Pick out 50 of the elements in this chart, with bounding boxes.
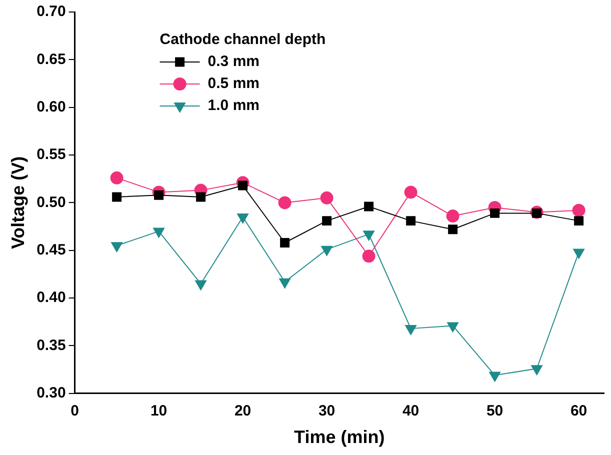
point	[280, 238, 290, 248]
legend-label: 1.0 mm	[208, 97, 260, 114]
x-tick-label: 60	[570, 402, 588, 420]
x-axis-title: Time (min)	[294, 427, 385, 448]
x-tick-label: 50	[486, 402, 504, 420]
point	[110, 171, 124, 184]
point	[406, 216, 416, 226]
x-tick-label: 30	[318, 402, 336, 420]
y-tick-label: 0.55	[36, 146, 66, 164]
point	[405, 325, 416, 336]
x-tick-label: 20	[234, 402, 252, 420]
y-tick-label: 0.65	[36, 50, 66, 68]
legend-label: 0.5 mm	[208, 75, 260, 92]
y-tick-label: 0.60	[36, 98, 66, 116]
y-tick-label: 0.35	[36, 336, 66, 354]
point	[364, 202, 374, 212]
point	[363, 230, 374, 241]
point	[112, 192, 122, 202]
point	[362, 250, 376, 263]
point	[448, 224, 458, 234]
point	[404, 186, 418, 199]
y-tick-label: 0.30	[36, 384, 66, 402]
legend-label: 0.3 mm	[208, 53, 260, 70]
x-tick-label: 40	[402, 402, 420, 420]
y-tick-label: 0.40	[36, 289, 66, 306]
point	[322, 216, 332, 226]
legend-title: Cathode channel depth	[160, 31, 326, 48]
point	[195, 280, 206, 290]
y-axis-title: Voltage (V)	[8, 156, 28, 250]
point	[446, 210, 460, 223]
point	[573, 248, 584, 259]
y-tick-label: 0.45	[36, 242, 66, 259]
point	[279, 278, 290, 288]
y-tick-label: 0.50	[36, 194, 66, 211]
point	[278, 196, 292, 210]
y-tick-label: 0.70	[36, 3, 66, 20]
point	[572, 204, 586, 217]
point	[489, 372, 500, 382]
point	[111, 242, 122, 252]
point	[196, 192, 206, 202]
point	[320, 191, 334, 204]
x-tick-label: 0	[70, 402, 79, 420]
point	[490, 208, 500, 218]
point	[531, 365, 542, 376]
point	[153, 228, 164, 238]
x-tick-label: 10	[150, 402, 168, 420]
point	[574, 216, 584, 226]
point	[237, 214, 248, 224]
point	[447, 322, 458, 332]
point	[321, 246, 332, 256]
